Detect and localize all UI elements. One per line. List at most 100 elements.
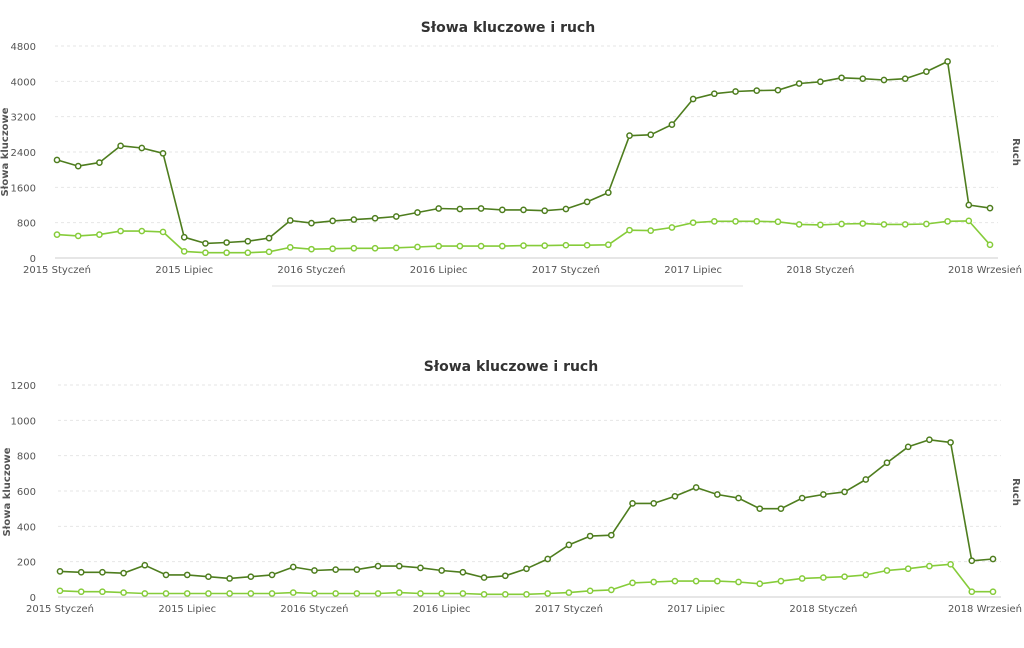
chart-2-series-traffic-point[interactable] xyxy=(332,590,340,597)
chart-1-series-keywords-point[interactable] xyxy=(710,90,718,98)
chart-2-series-traffic-point[interactable] xyxy=(798,575,806,582)
chart-2-series-keywords-point[interactable] xyxy=(99,568,106,576)
chart-2-series-traffic-point[interactable] xyxy=(629,579,636,587)
chart-2-series-traffic-point[interactable] xyxy=(692,577,700,585)
chart-2-series-keywords-point[interactable] xyxy=(480,574,488,581)
chart-2-series-traffic-point[interactable] xyxy=(205,590,212,597)
chart-2-series-traffic-point[interactable] xyxy=(713,577,721,585)
chart-2-series-traffic-point[interactable] xyxy=(141,590,149,597)
chart-2-series-traffic-point[interactable] xyxy=(671,577,679,585)
chart-1-series-traffic-point[interactable] xyxy=(901,221,909,228)
chart-2-series-traffic-point[interactable] xyxy=(289,589,297,596)
chart-1-series-traffic-point[interactable] xyxy=(265,248,273,256)
chart-1-series-keywords-point[interactable] xyxy=(371,214,379,222)
chart-1-series-keywords-point[interactable] xyxy=(477,205,485,212)
chart-1-series-keywords-point[interactable] xyxy=(901,75,909,83)
chart-1-series-traffic-point[interactable] xyxy=(710,217,718,225)
chart-2-series-keywords-point[interactable] xyxy=(586,532,594,540)
chart-1-series-keywords-point[interactable] xyxy=(795,80,803,87)
chart-1-series-keywords-point[interactable] xyxy=(880,76,888,84)
chart-2-series-keywords-point[interactable] xyxy=(501,572,509,580)
chart-2-series-traffic-point[interactable] xyxy=(862,571,870,579)
chart-2-series-traffic-point[interactable] xyxy=(544,590,552,597)
chart-1-series-keywords-point[interactable] xyxy=(668,121,676,128)
chart-1-series-traffic-point[interactable] xyxy=(774,218,782,226)
chart-2-series-traffic-point[interactable] xyxy=(395,589,403,596)
chart-1-series-traffic-point[interactable] xyxy=(986,241,994,249)
chart-2-series-traffic-point[interactable] xyxy=(480,591,488,598)
chart-2-series-keywords-point[interactable] xyxy=(374,562,382,570)
chart-1-series-traffic-point[interactable] xyxy=(732,217,739,225)
chart-1-series-keywords-point[interactable] xyxy=(414,209,421,216)
chart-2-series-traffic-point[interactable] xyxy=(77,588,85,596)
chart-1-series-traffic-point[interactable] xyxy=(96,231,103,238)
chart-1-series-traffic-point[interactable] xyxy=(668,224,676,231)
chart-2-series-traffic-point[interactable] xyxy=(99,588,106,596)
chart-2-series-traffic-point[interactable] xyxy=(523,591,530,598)
chart-2-series-keywords-point[interactable] xyxy=(947,439,954,446)
chart-1-series-keywords-point[interactable] xyxy=(944,58,951,65)
chart-2-series-keywords-point[interactable] xyxy=(607,531,615,539)
chart-2-series-traffic-point[interactable] xyxy=(586,587,594,595)
chart-2-series-traffic-point[interactable] xyxy=(777,577,785,585)
chart-2-series-traffic-point[interactable] xyxy=(607,586,615,594)
chart-1-series-traffic-point[interactable] xyxy=(53,231,61,238)
chart-1-series-keywords-point[interactable] xyxy=(392,213,400,220)
chart-2-series-traffic-point[interactable] xyxy=(820,574,827,581)
chart-1-series-traffic-point[interactable] xyxy=(965,217,973,225)
chart-1-series-keywords-point[interactable] xyxy=(96,159,103,166)
chart-2-series-keywords-point[interactable] xyxy=(417,564,424,572)
chart-1-series-keywords-point[interactable] xyxy=(859,75,867,83)
chart-2-series-traffic-point[interactable] xyxy=(883,567,891,574)
chart-2-series-keywords-point[interactable] xyxy=(713,491,721,498)
chart-2-series-keywords-point[interactable] xyxy=(968,557,976,565)
chart-2-series-keywords-point[interactable] xyxy=(353,566,361,573)
chart-1-series-traffic-point[interactable] xyxy=(477,242,485,250)
chart-1-series-keywords-point[interactable] xyxy=(308,219,315,227)
chart-2-series-traffic-point[interactable] xyxy=(247,590,255,597)
chart-2-series-keywords-point[interactable] xyxy=(247,573,255,581)
chart-1-series-traffic-point[interactable] xyxy=(541,242,549,249)
chart-1-series-traffic-point[interactable] xyxy=(223,249,230,257)
chart-2-series-keywords-point[interactable] xyxy=(395,562,403,570)
chart-2-series-keywords-point[interactable] xyxy=(205,573,212,581)
chart-2-series-keywords-point[interactable] xyxy=(56,568,64,575)
chart-2-series-traffic-point[interactable] xyxy=(841,573,848,581)
chart-1-series-traffic-point[interactable] xyxy=(392,244,400,252)
chart-1-series-keywords-point[interactable] xyxy=(541,207,549,215)
chart-1-series-keywords-point[interactable] xyxy=(329,217,337,225)
chart-1-series-traffic-point[interactable] xyxy=(880,221,888,228)
chart-1-series-traffic-point[interactable] xyxy=(329,245,337,253)
chart-2-series-traffic-point[interactable] xyxy=(947,560,954,568)
chart-2-series-traffic-point[interactable] xyxy=(650,578,658,586)
chart-1-series-keywords-point[interactable] xyxy=(456,205,464,213)
chart-2-series-keywords-point[interactable] xyxy=(141,561,149,569)
chart-2-series-keywords-point[interactable] xyxy=(650,500,658,507)
chart-1-series-traffic-point[interactable] xyxy=(520,242,527,249)
chart-2-series-keywords-point[interactable] xyxy=(523,565,530,573)
chart-2-series-keywords-point[interactable] xyxy=(162,571,170,579)
chart-2-series-keywords-point[interactable] xyxy=(332,566,340,573)
chart-2-series-keywords-point[interactable] xyxy=(883,459,891,467)
chart-1-series-traffic-point[interactable] xyxy=(795,221,803,228)
chart-1-series-keywords-point[interactable] xyxy=(498,206,506,214)
chart-2-series-keywords-point[interactable] xyxy=(926,436,933,444)
chart-1-series-keywords-point[interactable] xyxy=(732,88,739,95)
chart-2-series-keywords-point[interactable] xyxy=(77,568,85,576)
chart-2-series-traffic-point[interactable] xyxy=(56,587,64,595)
chart-1-series-keywords-point[interactable] xyxy=(520,206,527,214)
chart-1-series-traffic-point[interactable] xyxy=(308,245,315,253)
chart-1-series-keywords-point[interactable] xyxy=(647,131,655,139)
chart-1-series-keywords-point[interactable] xyxy=(117,142,124,150)
chart-1-series-keywords-point[interactable] xyxy=(965,201,973,209)
chart-1-series-keywords-point[interactable] xyxy=(774,86,782,94)
chart-2-series-keywords-point[interactable] xyxy=(862,476,870,483)
chart-2-series-traffic-point[interactable] xyxy=(459,590,467,597)
chart-1-series-keywords-point[interactable] xyxy=(265,234,273,242)
chart-1-series-traffic-point[interactable] xyxy=(74,232,82,240)
chart-2-series-keywords-point[interactable] xyxy=(629,500,636,507)
chart-1-series-keywords-point[interactable] xyxy=(74,162,82,170)
chart-2-series-keywords-point[interactable] xyxy=(544,555,552,563)
chart-1-series-traffic-point[interactable] xyxy=(117,227,124,235)
chart-2-series-keywords-point[interactable] xyxy=(904,443,912,451)
